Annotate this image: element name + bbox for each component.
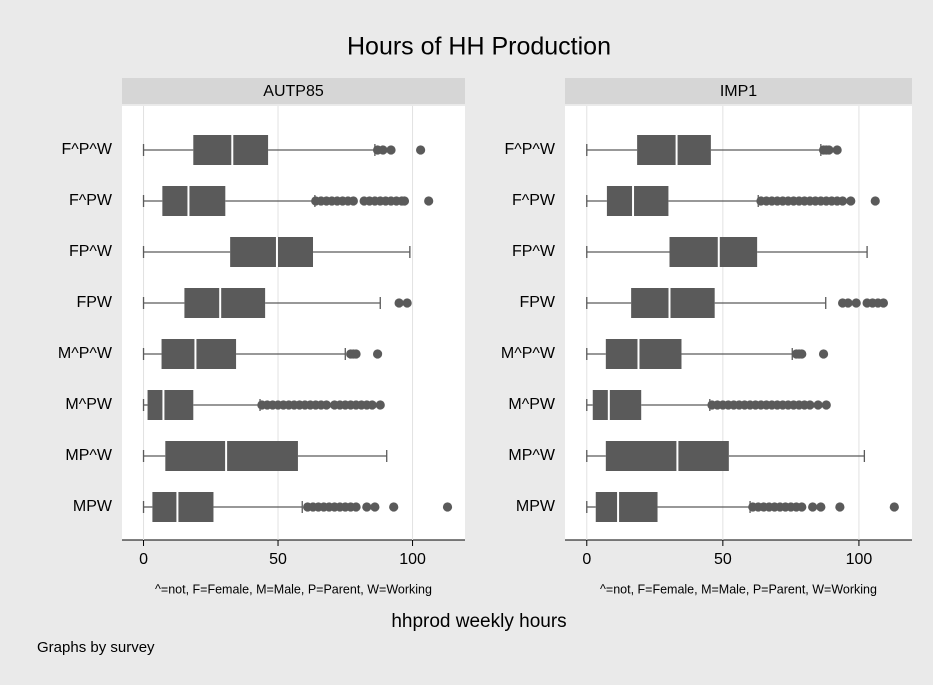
outlier <box>372 349 383 359</box>
outlier <box>878 298 889 308</box>
outlier <box>416 145 426 155</box>
outlier <box>378 145 388 155</box>
box <box>184 288 266 318</box>
footnote: Graphs by survey <box>37 639 155 656</box>
outlier <box>386 145 396 155</box>
box <box>605 339 682 369</box>
outlier <box>870 196 880 206</box>
category-label: FP^W <box>69 243 113 260</box>
outlier <box>816 502 826 512</box>
x-tick-label: 50 <box>714 551 732 568</box>
outlier <box>797 349 807 359</box>
outlier <box>813 400 823 410</box>
chart-title: Hours of HH Production <box>347 33 611 61</box>
outlier <box>832 145 842 155</box>
x-tick-label: 100 <box>846 551 873 568</box>
x-axis-label: hhprod weekly hours <box>391 611 566 632</box>
category-label: FP^W <box>512 243 556 260</box>
category-label: F^PW <box>69 192 113 209</box>
outlier <box>348 196 358 206</box>
outlier <box>818 349 829 359</box>
category-label: M^PW <box>508 396 556 413</box>
outlier <box>351 502 361 512</box>
outlier <box>889 502 899 512</box>
outlier <box>424 196 434 206</box>
box <box>152 492 214 522</box>
outlier <box>389 502 399 512</box>
outlier <box>838 196 848 206</box>
x-tick-label: 0 <box>139 551 148 568</box>
panel-header <box>565 78 912 104</box>
outlier <box>851 298 861 308</box>
category-label: FPW <box>76 294 112 311</box>
outlier <box>362 502 372 512</box>
panel-title: AUTP85 <box>263 83 324 100</box>
category-label: MPW <box>73 498 113 515</box>
box <box>669 237 758 267</box>
x-tick-label: 0 <box>582 551 591 568</box>
outlier <box>821 400 831 410</box>
outlier <box>824 145 834 155</box>
outlier <box>399 196 410 206</box>
outlier <box>442 502 453 512</box>
box <box>147 390 194 420</box>
panel-title: IMP1 <box>720 83 757 100</box>
category-label: MP^W <box>508 447 556 464</box>
box <box>165 441 298 471</box>
category-label: F^PW <box>512 192 556 209</box>
x-tick-label: 50 <box>269 551 287 568</box>
plot-area <box>122 106 465 540</box>
box <box>592 390 642 420</box>
category-label: M^P^W <box>58 345 113 362</box>
outlier <box>370 502 380 512</box>
outlier <box>351 349 361 359</box>
plot-area <box>565 106 912 540</box>
x-tick-label: 100 <box>399 551 426 568</box>
box <box>605 441 729 471</box>
outlier <box>808 502 818 512</box>
box <box>606 186 669 216</box>
box <box>230 237 314 267</box>
category-label: M^PW <box>65 396 113 413</box>
axis-note: ^=not, F=Female, M=Male, P=Parent, W=Wor… <box>600 582 877 596</box>
category-label: F^P^W <box>61 141 112 158</box>
box <box>595 492 658 522</box>
category-label: M^P^W <box>501 345 556 362</box>
category-label: FPW <box>519 294 555 311</box>
box <box>193 135 269 165</box>
category-label: F^P^W <box>504 141 555 158</box>
panel-header <box>122 78 465 104</box>
outlier <box>402 298 412 308</box>
outlier <box>835 502 845 512</box>
outlier <box>843 298 853 308</box>
category-label: MP^W <box>65 447 113 464</box>
box <box>162 186 226 216</box>
outlier <box>321 400 332 410</box>
outlier <box>367 400 377 410</box>
outlier <box>805 400 815 410</box>
box <box>161 339 237 369</box>
outlier <box>375 400 385 410</box>
axis-note: ^=not, F=Female, M=Male, P=Parent, W=Wor… <box>155 582 432 596</box>
box <box>637 135 711 165</box>
category-label: MPW <box>516 498 556 515</box>
outlier <box>797 502 807 512</box>
outlier <box>846 196 856 206</box>
outlier <box>394 298 404 308</box>
box <box>631 288 715 318</box>
